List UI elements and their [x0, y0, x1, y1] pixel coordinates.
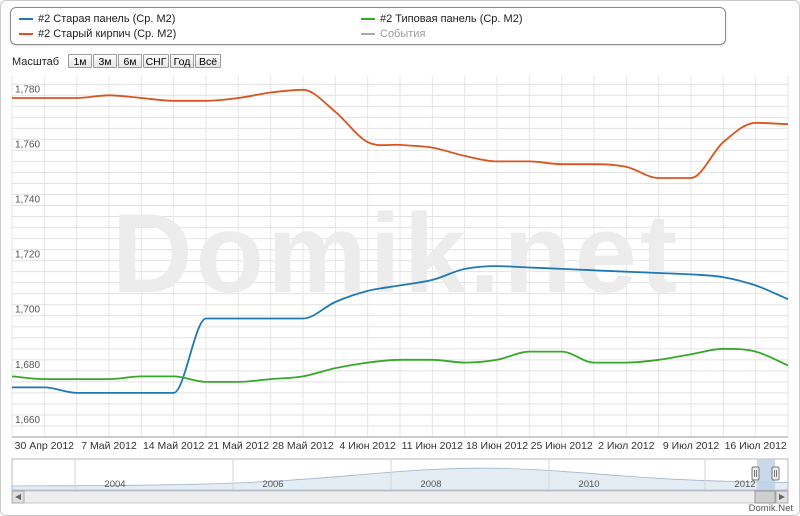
x-tick-label: 28 Май 2012	[272, 440, 334, 452]
y-tick-label: 1,780	[15, 84, 40, 95]
y-tick-label: 1,660	[15, 415, 40, 426]
x-axis-labels: 30 Апр 2012 7 Май 2012 14 Май 2012 21 Май 2…	[15, 440, 787, 452]
y-tick-label: 1,760	[15, 139, 40, 150]
zoom-3m-button[interactable]: 3м	[93, 54, 117, 68]
x-tick-label: 18 Июн 2012	[466, 440, 528, 452]
legend-label: #2 Старый кирпич (Ср. M2)	[38, 28, 177, 40]
navigator-area	[11, 467, 789, 491]
x-tick-label: 21 Май 2012	[208, 440, 270, 452]
y-tick-label: 1,680	[15, 360, 40, 371]
x-tick-label: 14 Май 2012	[143, 440, 205, 452]
legend-label: События	[380, 28, 426, 40]
x-tick-label: 30 Апр 2012	[15, 440, 75, 452]
arrow-left-icon	[15, 494, 21, 500]
legend-label: #2 Типовая панель (Ср. M2)	[380, 13, 523, 25]
legend-item-typical-panel[interactable]: #2 Типовая панель (Ср. M2)	[361, 12, 522, 26]
zoom-all-button[interactable]: Всё	[195, 54, 221, 68]
legend-item-events[interactable]: События	[361, 27, 425, 41]
zoom-6m-button[interactable]: 6м	[118, 54, 142, 68]
scrollbar-thumb[interactable]	[754, 490, 776, 504]
navigator-handle-left[interactable]	[751, 466, 760, 481]
x-tick-label: 9 Июл 2012	[663, 440, 720, 452]
legend-swatch	[19, 18, 33, 21]
navigator-selection[interactable]	[757, 459, 775, 490]
series-line-1[interactable]	[12, 88, 789, 179]
y-axis-labels: 1,660 1,680 1,700 1,720 1,740 1,760 1,780	[15, 84, 40, 426]
scrollbar-track[interactable]	[11, 490, 789, 504]
navigator-year-label: 2012	[734, 479, 755, 490]
x-tick-label: 25 Июн 2012	[531, 440, 593, 452]
zoom-ytd-button[interactable]: СНГ	[143, 54, 169, 68]
navigator[interactable]: 2004 2006 2008 2010 2012	[11, 458, 789, 504]
x-tick-label: 2 Июл 2012	[598, 440, 655, 452]
y-tick-label: 1,700	[15, 305, 40, 316]
legend: #2 Старая панель (Ср. M2) #2 Старый кирп…	[10, 7, 726, 45]
zoom-1m-button[interactable]: 1м	[68, 54, 92, 68]
zoom-label: Масштаб	[12, 56, 60, 68]
legend-item-old-panel[interactable]: #2 Старая панель (Ср. M2)	[19, 12, 175, 26]
navigator-handle-right[interactable]	[771, 466, 780, 481]
navigator-year-label: 2006	[262, 479, 283, 490]
y-tick-label: 1,720	[15, 250, 40, 261]
x-tick-label: 11 Июн 2012	[402, 440, 463, 452]
legend-swatch	[361, 33, 375, 36]
watermark: Domik.net	[112, 191, 680, 316]
legend-swatch	[361, 18, 375, 21]
legend-label: #2 Старая панель (Ср. M2)	[38, 13, 176, 25]
legend-swatch	[19, 33, 33, 36]
x-tick-label: 7 Май 2012	[81, 440, 137, 452]
x-tick-label: 4 Июн 2012	[340, 440, 396, 452]
navigator-year-label: 2004	[104, 479, 125, 490]
zoom-1y-button[interactable]: Год	[170, 54, 194, 68]
series-line-0[interactable]	[12, 265, 789, 394]
series-layer	[11, 88, 789, 394]
arrow-right-icon	[779, 494, 785, 500]
x-tick-label: 16 Июл 2012	[725, 440, 787, 452]
navigator-year-label: 2010	[578, 479, 599, 490]
legend-item-old-brick[interactable]: #2 Старый кирпич (Ср. M2)	[19, 27, 176, 41]
series-line-2[interactable]	[11, 347, 789, 383]
footer-credit: Domik.Net	[748, 503, 793, 514]
navigator-year-label: 2008	[420, 479, 441, 490]
y-tick-label: 1,740	[15, 195, 40, 206]
